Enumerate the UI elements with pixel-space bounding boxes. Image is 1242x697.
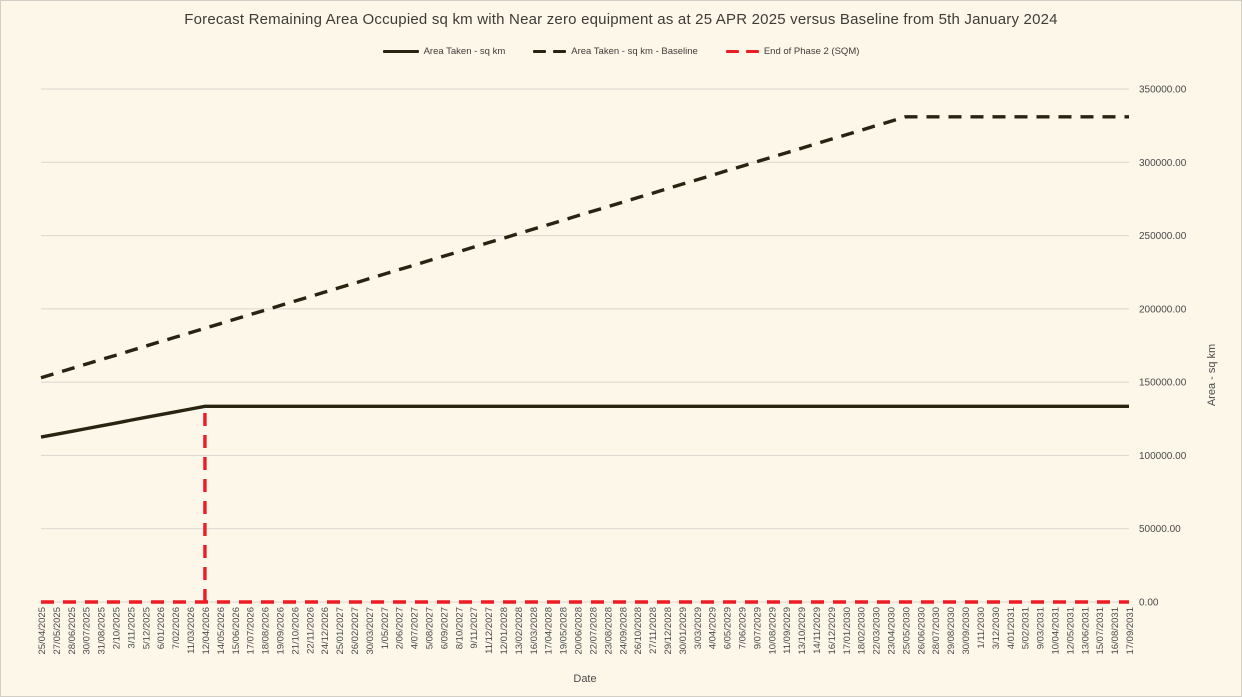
- x-tick-label: 15/06/2026: [231, 607, 242, 655]
- x-tick-label: 26/02/2027: [350, 607, 361, 655]
- x-tick-label: 9/11/2027: [469, 607, 480, 649]
- x-tick-label: 4/07/2027: [410, 607, 421, 649]
- x-tick-label: 20/06/2028: [574, 607, 585, 655]
- x-axis-title: Date: [573, 673, 597, 685]
- y-tick-label: 0.00: [1139, 598, 1159, 609]
- series-line-area-taken-sq-km: [40, 404, 1129, 439]
- series-line-area-taken-sq-km-baseline: [40, 115, 1129, 380]
- x-tick-label: 30/07/2025: [82, 607, 93, 655]
- x-tick-label: 1/05/2027: [380, 607, 391, 649]
- x-tick-label: 2/10/2025: [112, 607, 123, 649]
- legend-item-end-of-phase-2: End of Phase 2 (SQM): [725, 46, 860, 57]
- x-tick-label: 8/10/2027: [454, 607, 465, 649]
- x-tick-label: 4/01/2031: [1006, 607, 1017, 649]
- legend-label-end-of-phase-2: End of Phase 2 (SQM): [763, 46, 860, 57]
- x-tick-label: 14/05/2026: [216, 607, 227, 655]
- x-tick-label: 31/08/2025: [97, 607, 108, 655]
- y-tick-label: 200000.00: [1139, 304, 1187, 315]
- x-tick-label: 19/05/2028: [559, 607, 570, 655]
- x-tick-label: 17/01/2030: [842, 607, 853, 655]
- x-tick-label: 12/01/2028: [499, 607, 510, 655]
- x-tick-label: 11/09/2029: [782, 607, 793, 654]
- x-tick-label: 26/10/2028: [633, 607, 644, 655]
- x-tick-label: 28/07/2030: [931, 607, 942, 655]
- x-tick-label: 5/08/2027: [425, 607, 436, 649]
- x-tick-label: 1/11/2030: [976, 607, 987, 649]
- legend-item-area-taken: Area Taken - sq km: [382, 46, 506, 57]
- y-tick-label: 250000.00: [1139, 231, 1187, 242]
- x-tick-label: 5/02/2031: [1021, 607, 1032, 649]
- legend: Area Taken - sq km Area Taken - sq km - …: [1, 46, 1241, 57]
- x-tick-label: 17/09/2031: [1125, 607, 1136, 655]
- y-tick-label: 300000.00: [1139, 158, 1187, 169]
- x-tick-label: 14/11/2029: [812, 607, 823, 654]
- x-tick-label: 5/12/2025: [141, 607, 152, 649]
- legend-label-baseline: Area Taken - sq km - Baseline: [571, 46, 698, 57]
- x-tick-label: 24/12/2026: [320, 607, 331, 655]
- x-tick-label: 3/11/2025: [126, 607, 137, 649]
- x-tick-label: 21/10/2026: [290, 607, 301, 655]
- x-tick-label: 19/09/2026: [275, 607, 286, 655]
- x-tick-label: 4/04/2029: [708, 607, 719, 649]
- y-tick-label: 50000.00: [1139, 524, 1181, 535]
- x-tick-label: 23/08/2028: [603, 607, 614, 655]
- x-tick-label: 6/09/2027: [439, 607, 450, 649]
- x-tick-label: 3/03/2029: [693, 607, 704, 649]
- solid-line-icon: [382, 49, 419, 54]
- x-tick-label: 16/08/2031: [1110, 607, 1121, 655]
- x-tick-label: 16/03/2028: [529, 607, 540, 655]
- x-tick-label: 9/07/2029: [752, 607, 763, 649]
- x-tick-label: 27/11/2028: [648, 607, 659, 654]
- x-tick-label: 30/09/2030: [961, 607, 972, 655]
- x-tick-label: 28/06/2025: [67, 607, 78, 655]
- x-tick-label: 27/05/2025: [52, 607, 63, 655]
- x-tick-label: 12/04/2026: [201, 607, 212, 655]
- x-tick-label: 16/12/2029: [827, 607, 838, 655]
- x-tick-label: 15/07/2031: [1095, 607, 1106, 655]
- red-dashed-line-icon: [725, 49, 759, 54]
- x-tick-label: 3/12/2030: [991, 607, 1002, 649]
- x-tick-label: 23/04/2030: [887, 607, 898, 655]
- x-tick-label: 29/12/2028: [663, 607, 674, 655]
- x-tick-label: 9/03/2031: [1036, 607, 1047, 649]
- x-tick-label: 26/06/2030: [916, 607, 927, 655]
- x-tick-label: 18/08/2026: [261, 607, 272, 655]
- x-tick-label: 2/06/2027: [395, 607, 406, 649]
- legend-item-baseline: Area Taken - sq km - Baseline: [533, 46, 698, 57]
- y-tick-label: 100000.00: [1139, 451, 1187, 462]
- legend-label-area-taken: Area Taken - sq km: [423, 46, 506, 57]
- x-tick-label: 17/04/2028: [544, 607, 555, 655]
- x-tick-label: 24/09/2028: [618, 607, 629, 655]
- chart-title: Forecast Remaining Area Occupied sq km w…: [184, 11, 1058, 28]
- x-tick-label: 18/02/2030: [857, 607, 868, 655]
- x-tick-label: 17/07/2026: [246, 607, 257, 655]
- x-tick-label: 13/02/2028: [514, 607, 525, 655]
- y-tick-label: 350000.00: [1139, 85, 1187, 96]
- x-tick-label: 22/11/2026: [305, 607, 316, 654]
- x-tick-label: 30/01/2029: [678, 607, 689, 655]
- x-tick-label: 30/03/2027: [365, 607, 376, 655]
- x-tick-label: 6/01/2026: [156, 607, 167, 649]
- x-tick-label: 12/05/2031: [1065, 607, 1076, 655]
- x-tick-label: 7/02/2026: [171, 607, 182, 649]
- x-tick-label: 25/05/2030: [901, 607, 912, 655]
- x-tick-label: 6/05/2029: [723, 607, 734, 649]
- dashed-line-icon: [533, 49, 567, 54]
- x-tick-label: 11/12/2027: [484, 607, 495, 654]
- x-tick-label: 11/03/2026: [186, 607, 197, 654]
- x-tick-label: 10/08/2029: [767, 607, 778, 655]
- y-axis-title: Area - sq km: [1206, 343, 1218, 407]
- x-tick-label: 7/06/2029: [737, 607, 748, 649]
- x-tick-label: 29/08/2030: [946, 607, 957, 655]
- x-tick-label: 22/03/2030: [872, 607, 883, 655]
- x-tick-label: 10/04/2031: [1050, 607, 1061, 655]
- y-tick-label: 150000.00: [1139, 378, 1187, 389]
- x-tick-label: 13/06/2031: [1080, 607, 1091, 655]
- x-tick-label: 22/07/2028: [588, 607, 599, 655]
- x-tick-label: 25/04/2025: [37, 607, 48, 655]
- x-tick-label: 25/01/2027: [335, 607, 346, 655]
- x-tick-label: 13/10/2029: [797, 607, 808, 655]
